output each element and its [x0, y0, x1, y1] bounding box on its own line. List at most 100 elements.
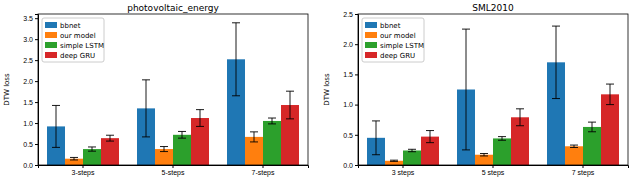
tick-label: 3.5	[23, 15, 33, 22]
panel: 0.00.51.01.52.02.53.03.53-steps5-steps7-…	[3, 3, 309, 177]
error-cap	[196, 109, 204, 110]
error-cap	[196, 126, 204, 127]
tick-mark	[355, 14, 358, 15]
error-line	[502, 137, 503, 141]
error-cap	[606, 104, 614, 105]
y-tick: 0.0	[23, 162, 38, 169]
error-bar	[142, 80, 150, 137]
y-tick: 2.0	[343, 41, 358, 48]
error-line	[254, 132, 255, 142]
tick-mark	[83, 165, 84, 168]
error-bar	[196, 110, 204, 127]
x-tick: 5 steps	[482, 165, 505, 177]
tick-mark	[355, 165, 358, 166]
error-cap	[426, 142, 434, 143]
tick-label: 3-steps	[72, 169, 95, 177]
bar	[565, 146, 583, 165]
error-cap	[70, 159, 78, 160]
bar	[403, 151, 421, 165]
error-bar	[268, 118, 276, 124]
frame	[38, 14, 308, 165]
bar	[263, 121, 281, 165]
tick-mark	[35, 60, 38, 61]
error-cap	[498, 136, 506, 137]
figure: 0.00.51.01.52.02.53.03.53-steps5-steps7-…	[0, 0, 640, 183]
legend-swatch	[45, 32, 57, 38]
error-cap	[390, 160, 398, 161]
bar	[493, 138, 511, 165]
error-bar	[552, 26, 560, 98]
legend-label: deep GRU	[60, 52, 95, 60]
error-bar	[372, 121, 380, 155]
tick-mark	[355, 44, 358, 45]
tick-label: 1.5	[343, 71, 353, 78]
legend-swatch	[365, 22, 377, 28]
tick-mark	[355, 135, 358, 136]
legend-label: simple LSTM	[380, 42, 424, 50]
error-cap	[142, 79, 150, 80]
error-cap	[232, 22, 240, 23]
error-cap	[88, 151, 96, 152]
error-line	[272, 118, 273, 124]
frame	[358, 14, 628, 165]
y-tick: 0.5	[23, 141, 38, 148]
plot-area	[367, 26, 619, 165]
error-cap	[588, 131, 596, 132]
error-cap	[570, 147, 578, 148]
tick-mark	[35, 144, 38, 145]
error-bar	[498, 137, 506, 141]
error-cap	[106, 141, 114, 142]
tick-label: 1.0	[23, 120, 33, 127]
legend-label: bbnet	[380, 22, 401, 30]
error-cap	[232, 95, 240, 96]
legend-label: our model	[380, 32, 416, 40]
legend: bbnetour modelsimple LSTMdeep GRU	[362, 18, 424, 62]
error-line	[92, 147, 93, 151]
error-bar	[480, 154, 488, 156]
tick-label: 1.0	[343, 101, 353, 108]
legend-swatch	[365, 52, 377, 58]
error-bar	[250, 132, 258, 142]
tick-label: 0.5	[23, 141, 33, 148]
legend: bbnetour modelsimple LSTMdeep GRU	[42, 18, 104, 62]
title: SML2010	[472, 3, 514, 13]
tick-label: 7 steps	[572, 169, 595, 177]
tick-label: 0.5	[343, 132, 353, 139]
y-tick: 0.5	[343, 132, 358, 139]
tick-label: 7-steps	[252, 169, 275, 177]
legend-label: simple LSTM	[60, 42, 104, 50]
error-line	[182, 131, 183, 138]
error-bar	[390, 160, 398, 161]
x-tick: 3 steps	[392, 165, 415, 177]
error-cap	[52, 105, 60, 106]
error-bar	[408, 149, 416, 151]
x-axis: 3-steps 5-steps 7-steps	[39, 165, 309, 177]
error-line	[430, 131, 431, 143]
error-cap	[142, 136, 150, 137]
error-line	[110, 135, 111, 141]
tick-label: 0.0	[343, 162, 353, 169]
x-tick: 5-steps	[162, 165, 185, 177]
error-cap	[88, 146, 96, 147]
y-label: DTW loss	[3, 73, 11, 106]
error-bar	[570, 145, 578, 147]
error-bar	[106, 135, 114, 141]
tick-mark	[263, 165, 264, 168]
tick-mark	[35, 39, 38, 40]
error-cap	[480, 155, 488, 156]
error-bar	[286, 91, 294, 119]
error-bar	[462, 29, 470, 150]
legend-swatch	[365, 42, 377, 48]
title: photovoltaic_energy	[127, 3, 219, 13]
tick-label: 2.5	[23, 57, 33, 64]
y-tick: 2.5	[23, 57, 38, 64]
bar	[475, 155, 493, 165]
x-axis-line	[359, 166, 629, 169]
tick-label: 2.5	[343, 11, 353, 18]
error-cap	[408, 151, 416, 152]
tick-label: 5 steps	[482, 169, 505, 177]
legend-label: our model	[60, 32, 96, 40]
y-tick: 1.0	[23, 120, 38, 127]
error-cap	[588, 122, 596, 123]
error-cap	[516, 108, 524, 109]
